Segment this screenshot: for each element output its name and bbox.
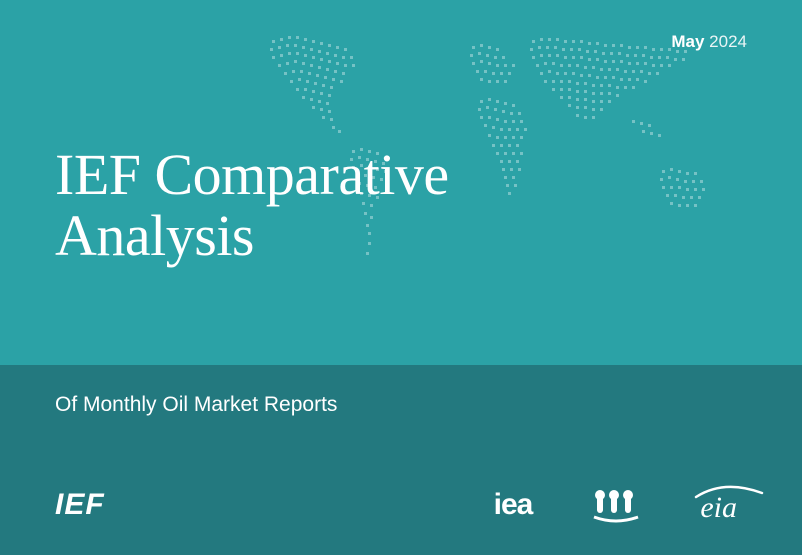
title-line-2: Analysis	[55, 203, 254, 268]
title-line-1: IEF Comparative	[55, 142, 449, 207]
iea-logo: iea	[494, 488, 533, 522]
ief-logo: IEF	[55, 488, 105, 522]
hero-section: May 2024 IEF Comparative Analysis	[0, 0, 802, 365]
date-month: May	[671, 32, 704, 51]
report-cover: May 2024 IEF Comparative Analysis Of Mon…	[0, 0, 802, 555]
date-year: 2024	[709, 32, 747, 51]
sub-section: Of Monthly Oil Market Reports IEF iea	[0, 365, 802, 555]
opec-logo	[592, 485, 640, 525]
report-subtitle: Of Monthly Oil Market Reports	[55, 393, 747, 417]
report-title: IEF Comparative Analysis	[55, 145, 449, 267]
report-date: May 2024	[671, 32, 747, 52]
eia-logo: eia	[700, 485, 737, 525]
logo-row: IEF iea	[55, 485, 747, 525]
